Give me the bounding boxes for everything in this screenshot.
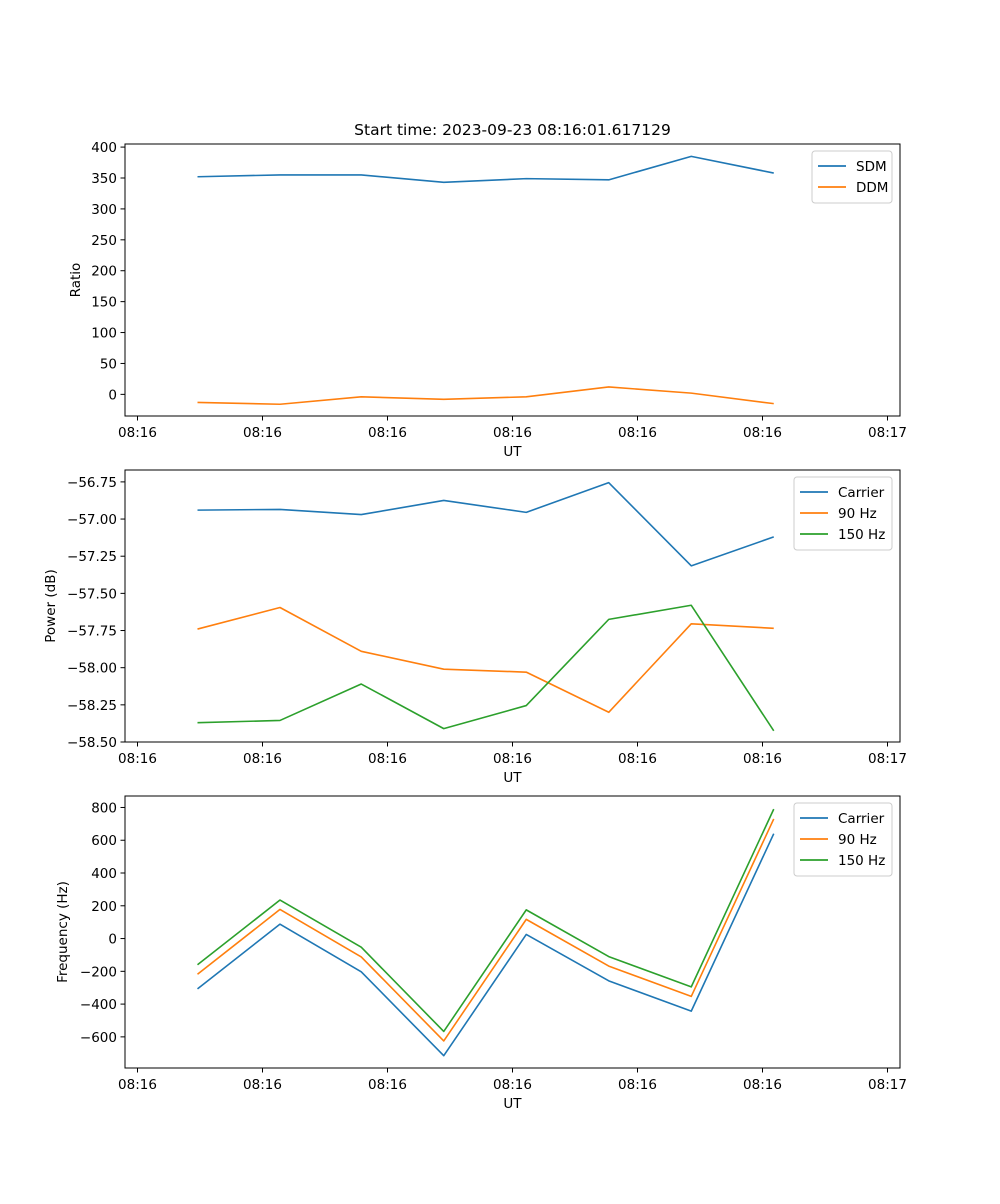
power-legend: Carrier 90 Hz 150 Hz (793, 476, 893, 551)
frequency-y-tick-label: −200 (80, 964, 117, 980)
frequency-y-axis-label: Frequency (Hz) (55, 881, 71, 983)
frequency-x-tick-label: 08:16 (243, 1077, 282, 1093)
ratio-x-tick-label: 08:16 (368, 425, 407, 441)
frequency-x-tick-label: 08:16 (493, 1077, 532, 1093)
power-x-tick-label: 08:16 (118, 751, 157, 767)
frequency-x-tick-label: 08:16 (368, 1077, 407, 1093)
ratio-legend-label: DDM (856, 180, 888, 196)
power-series-line-150-hz (197, 604, 775, 732)
power-legend-label: 90 Hz (838, 506, 877, 522)
power-y-tick-label: −56.75 (67, 475, 117, 491)
frequency-series-line-carrier (197, 833, 775, 1057)
power-series-line-90-hz (197, 606, 774, 714)
frequency-y-tick-label: 400 (91, 866, 117, 882)
ratio-x-tick-label: 08:16 (618, 425, 657, 441)
frequency-legend-box (793, 802, 893, 877)
ratio-x-tick-label: 08:16 (743, 425, 782, 441)
ratio-y-tick-label: 250 (91, 233, 117, 249)
figure-title: Start time: 2023-09-23 08:16:01.617129 (354, 121, 671, 139)
power-y-tick-label: −57.00 (67, 512, 117, 528)
frequency-series-line-90-hz (197, 818, 775, 1042)
ratio-x-tick-label: 08:16 (243, 425, 282, 441)
frequency-x-tick-label: 08:16 (118, 1077, 157, 1093)
panel-frequency: 08:16 08:16 08:16 08:16 08:16 08:16 08:17 −600 −… (55, 795, 907, 1112)
power-x-tick-label: 08:16 (243, 751, 282, 767)
ratio-x-tick-label: 08:16 (493, 425, 532, 441)
ratio-y-axis-label: Ratio (68, 263, 84, 298)
power-x-axis-label: UT (503, 770, 522, 786)
ratio-y-tick-label: 0 (108, 387, 117, 403)
frequency-y-tick-label: 0 (108, 932, 117, 948)
frequency-axes-frame (124, 795, 901, 1069)
power-y-tick-label: −57.75 (67, 624, 117, 640)
frequency-legend: Carrier 90 Hz 150 Hz (793, 802, 893, 877)
frequency-y-tick-label: 800 (91, 800, 117, 816)
ratio-y-tick-label: 400 (91, 140, 117, 156)
frequency-x-tick-label: 08:16 (618, 1077, 657, 1093)
power-y-tick-label: −57.25 (67, 549, 117, 565)
frequency-legend-label: Carrier (838, 811, 885, 827)
ratio-x-tick-label: 08:16 (118, 425, 157, 441)
power-legend-box (793, 476, 893, 551)
frequency-y-tick-label: −600 (80, 1030, 117, 1046)
power-x-tick-label: 08:16 (493, 751, 532, 767)
ratio-series-line-ddm (197, 386, 774, 406)
ratio-legend-box (811, 150, 893, 204)
ratio-legend: SDM DDM (811, 150, 893, 204)
frequency-y-tick-label: 200 (91, 899, 117, 915)
frequency-legend-label: 90 Hz (838, 832, 877, 848)
frequency-series-line-150-hz (197, 808, 775, 1033)
ratio-legend-label: SDM (856, 159, 887, 175)
ratio-y-tick-label: 200 (91, 264, 117, 280)
frequency-x-tick-label: 08:17 (868, 1077, 907, 1093)
frequency-legend-label: 150 Hz (838, 853, 885, 869)
power-y-axis-label: Power (dB) (43, 569, 59, 642)
power-legend-label: 150 Hz (838, 527, 885, 543)
power-legend-label: Carrier (838, 485, 885, 501)
power-x-tick-label: 08:16 (368, 751, 407, 767)
panel-power: 08:16 08:16 08:16 08:16 08:16 08:16 08:17 −56.7… (43, 469, 907, 786)
ratio-x-axis-label: UT (503, 444, 522, 460)
ratio-y-tick-label: 100 (91, 326, 117, 342)
frequency-x-tick-label: 08:16 (743, 1077, 782, 1093)
frequency-y-tick-label: −400 (80, 997, 117, 1013)
ratio-axes-frame (124, 143, 901, 417)
ratio-y-tick-label: 150 (91, 295, 117, 311)
power-x-tick-label: 08:16 (743, 751, 782, 767)
power-x-tick-label: 08:16 (618, 751, 657, 767)
power-y-tick-label: −58.00 (67, 661, 117, 677)
power-y-tick-label: −58.50 (67, 735, 117, 751)
frequency-x-axis-label: UT (503, 1096, 522, 1112)
ratio-y-tick-label: 300 (91, 202, 117, 218)
ratio-y-tick-label: 50 (100, 356, 117, 372)
panel-ratio: 08:16 08:16 08:16 08:16 08:16 08:16 08:17 0 50 10… (68, 140, 907, 460)
ratio-x-tick-label: 08:17 (868, 425, 907, 441)
frequency-y-tick-label: 600 (91, 833, 117, 849)
ratio-series-line-sdm (197, 155, 774, 184)
power-x-tick-label: 08:17 (868, 751, 907, 767)
ratio-y-tick-label: 350 (91, 171, 117, 187)
power-y-tick-label: −57.50 (67, 586, 117, 602)
power-series-line-carrier (197, 481, 775, 567)
power-y-tick-label: −58.25 (67, 698, 117, 714)
